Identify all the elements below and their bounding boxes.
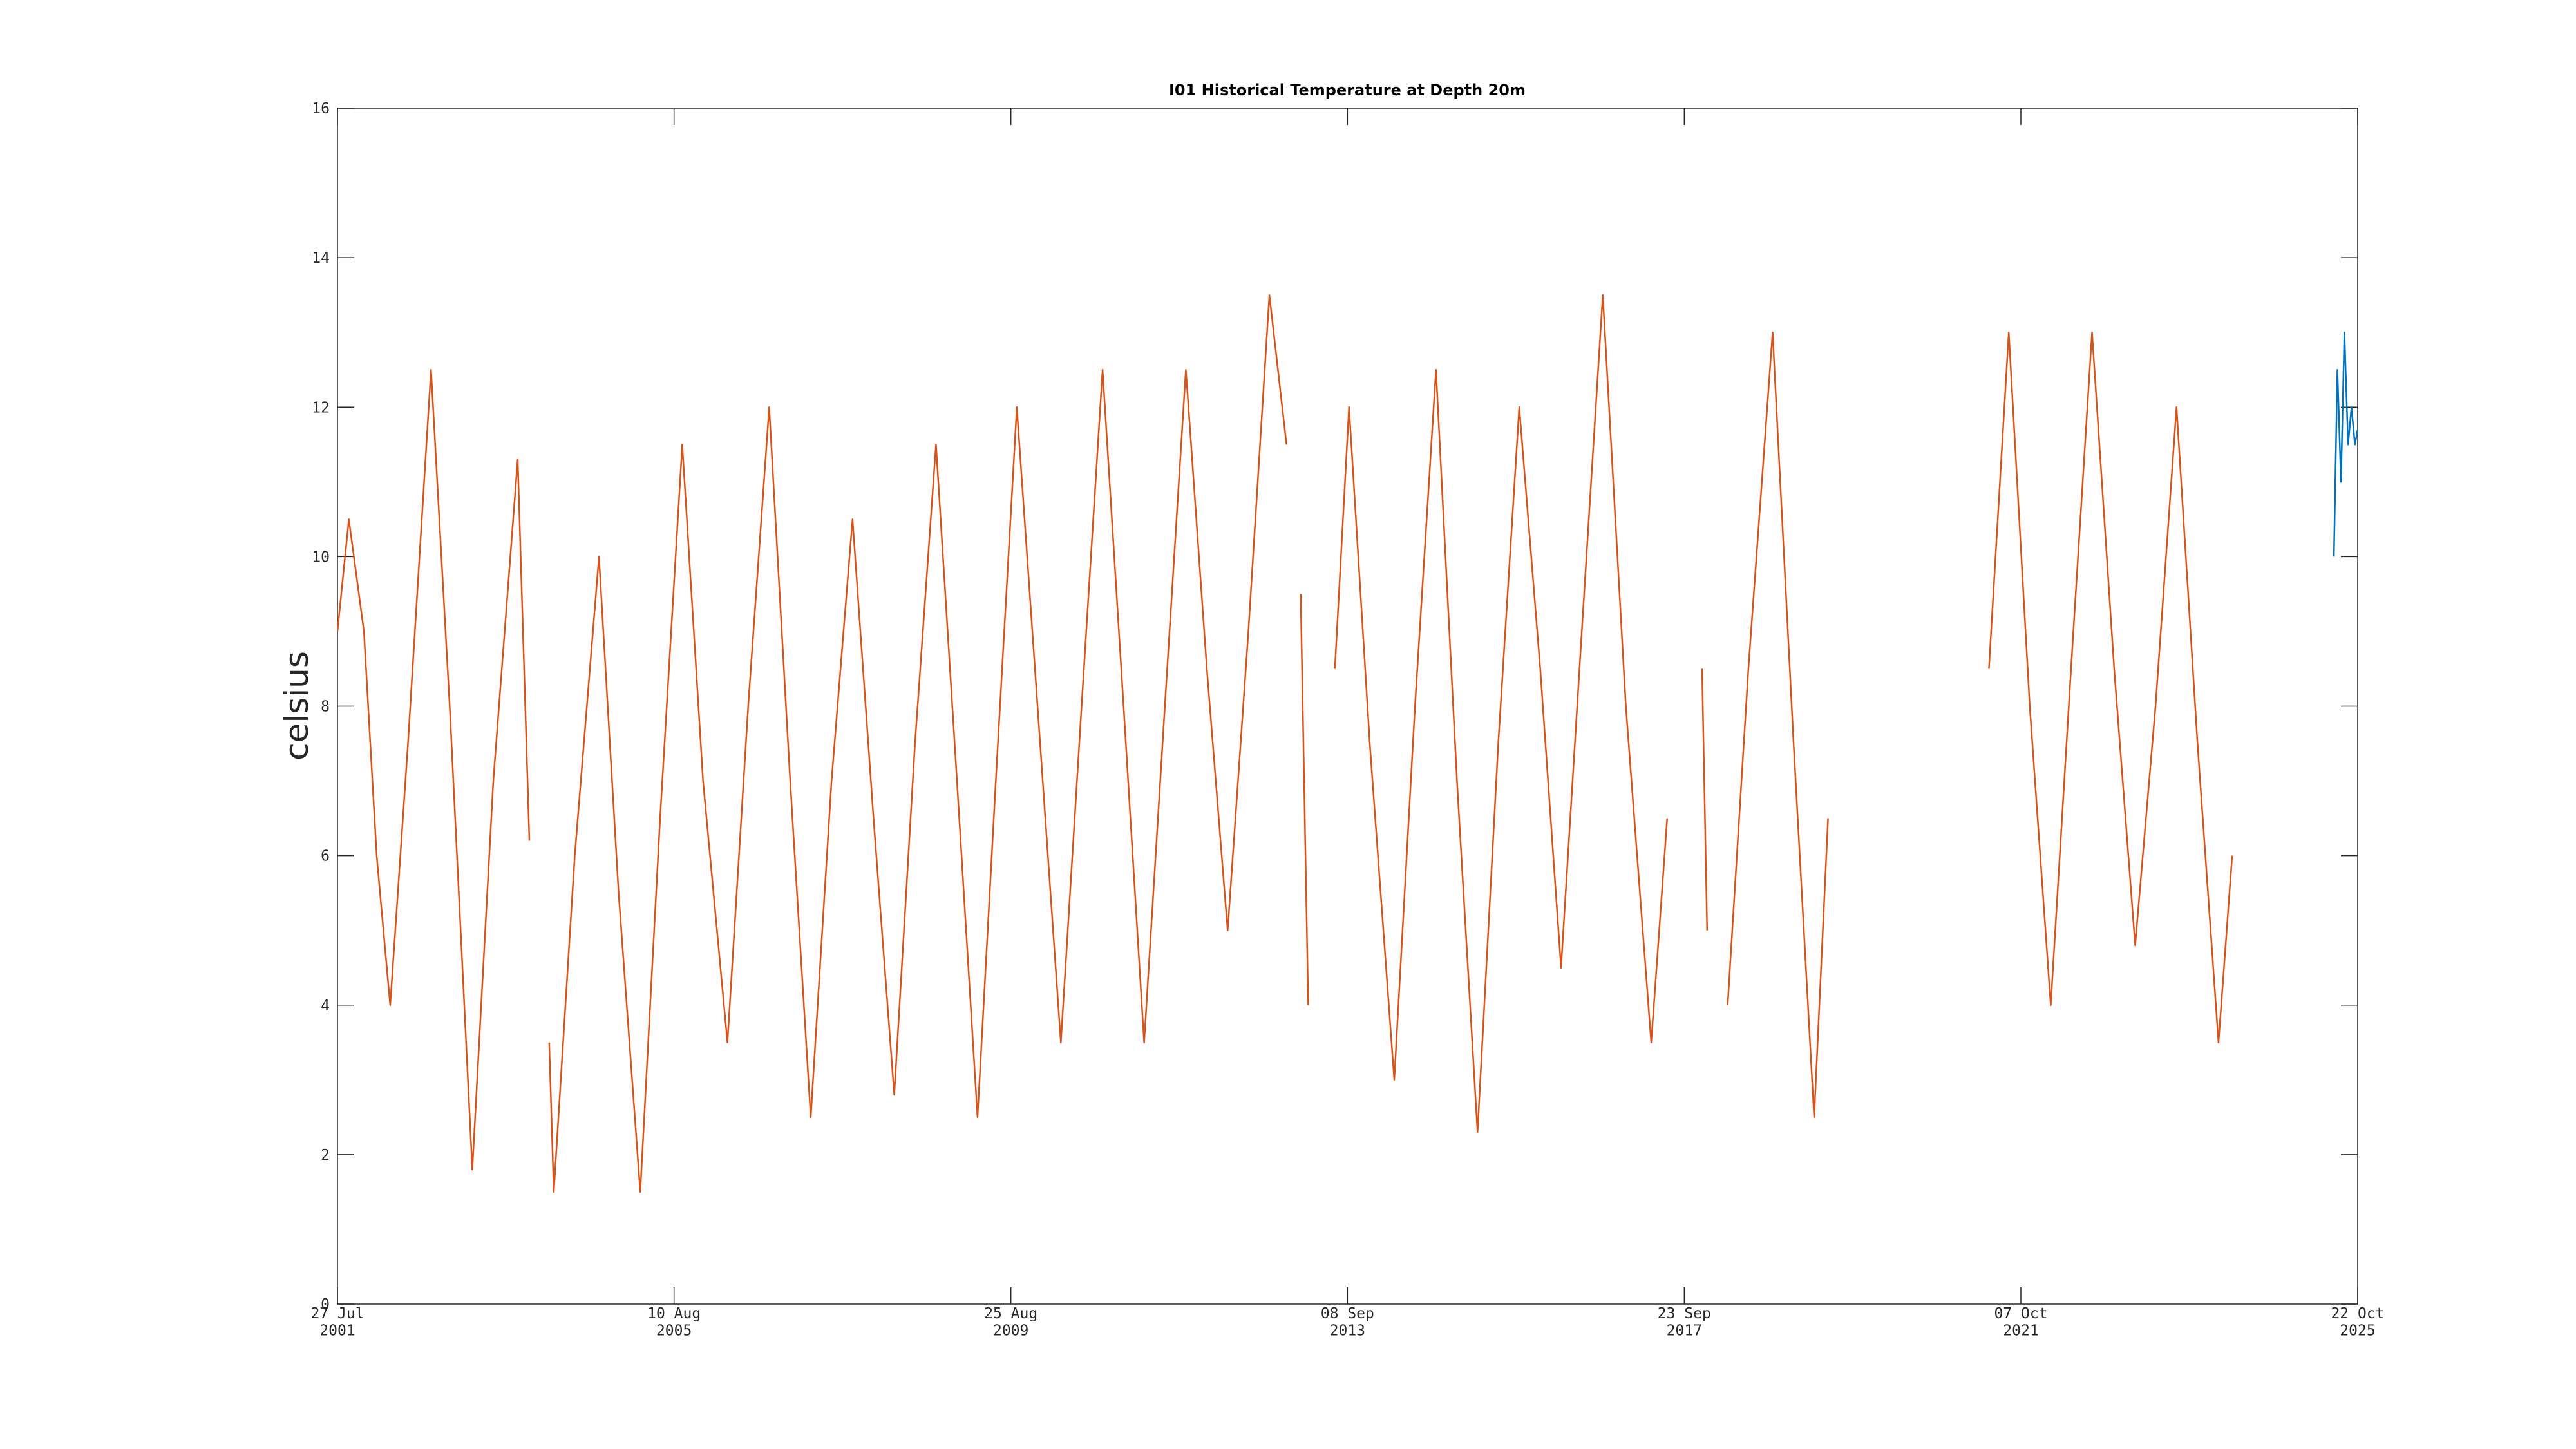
x-tick-label: 23 Sep 2017 (1658, 1305, 1711, 1339)
x-tick-label: 07 Oct 2021 (1994, 1305, 2047, 1339)
y-tick-label: 14 (312, 250, 330, 267)
chart-title: I01 Historical Temperature at Depth 20m (1169, 81, 1526, 99)
y-tick-label: 0 (321, 1296, 330, 1313)
y-axis-label: celsius (278, 651, 316, 761)
x-tick-label: 25 Aug 2009 (984, 1305, 1037, 1339)
x-tick-label: 08 Sep 2013 (1321, 1305, 1374, 1339)
y-tick-label: 16 (312, 100, 330, 117)
series-line (2333, 331, 2359, 557)
plot-frame (337, 108, 2358, 1305)
series-line (336, 294, 2233, 1193)
y-tick-label: 6 (321, 848, 330, 865)
y-tick-label: 10 (312, 549, 330, 565)
y-tick-label: 12 (312, 399, 330, 416)
x-tick-label: 27 Jul 2001 (310, 1305, 364, 1339)
y-tick-label: 8 (321, 699, 330, 715)
y-tick-label: 2 (321, 1147, 330, 1164)
y-tick-label: 4 (321, 998, 330, 1014)
x-tick-label: 10 Aug 2005 (647, 1305, 701, 1339)
x-tick-label: 22 Oct 2025 (2331, 1305, 2384, 1339)
